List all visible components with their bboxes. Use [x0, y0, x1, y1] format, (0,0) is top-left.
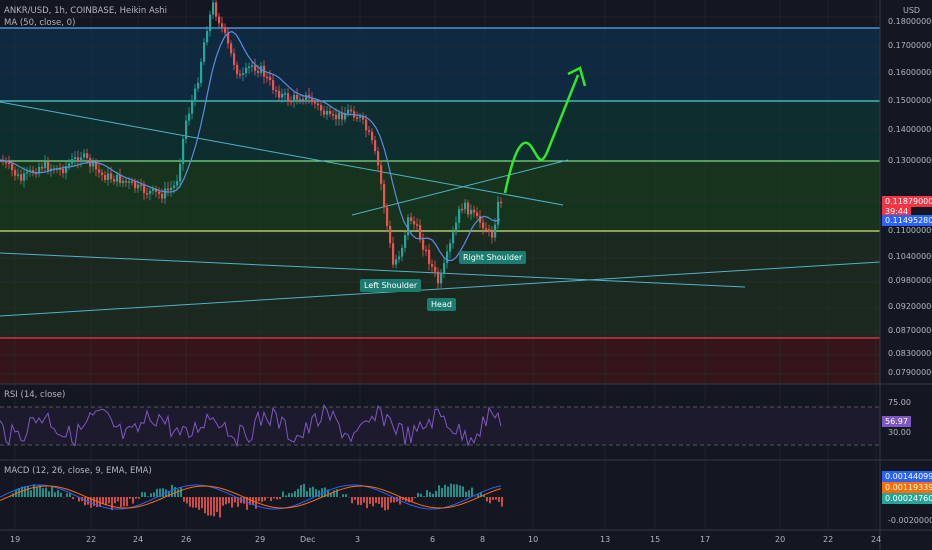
price-label: 0.15000000	[888, 96, 932, 105]
price-label: 0.09800000	[888, 276, 932, 285]
time-label: 15	[650, 535, 661, 544]
left-shoulder-label[interactable]: Left Shoulder	[360, 279, 422, 292]
candles	[2, 0, 503, 289]
price-label: 0.07900000	[888, 368, 932, 377]
price-label: 0.10400000	[888, 252, 932, 261]
rsi-value-tag: 56.97	[882, 416, 911, 427]
ma-line	[0, 30, 501, 261]
projection-arrow[interactable]	[503, 74, 580, 194]
time-label: 22	[86, 535, 97, 544]
zone-olive	[0, 232, 880, 338]
neckline[interactable]	[351, 159, 569, 216]
price-label: 0.09200000	[888, 302, 932, 311]
time-label: 24	[871, 535, 882, 544]
symbol-legend[interactable]: ANKR/USD, 1h, COINBASE, Heikin Ashi	[4, 6, 167, 16]
rsi-axis-upper: 75.00	[888, 398, 911, 407]
price-label: 0.17000000	[888, 41, 932, 50]
time-label: 24	[133, 535, 144, 544]
ma-value-tag: 0.11495280	[882, 215, 932, 226]
trendline-lower[interactable]	[0, 252, 746, 288]
time-label: 10	[528, 535, 539, 544]
time-label: 17	[700, 535, 711, 544]
time-label: 20	[775, 535, 786, 544]
trendline-descending[interactable]	[0, 101, 564, 206]
head-label[interactable]: Head	[427, 298, 456, 311]
price-label: 0.18000000	[888, 17, 932, 26]
price-label: 0.11000000	[888, 226, 932, 235]
currency-label: USD	[903, 6, 921, 15]
time-label: 13	[600, 535, 611, 544]
right-shoulder-label[interactable]: Right Shoulder	[459, 251, 527, 264]
time-label: 6	[430, 535, 436, 544]
macd-line	[0, 484, 502, 510]
trendline-rising[interactable]	[0, 261, 881, 317]
price-label: 0.08300000	[888, 349, 932, 358]
rsi-band	[0, 407, 880, 445]
time-label: 26	[181, 535, 192, 544]
time-label: 22	[823, 535, 834, 544]
time-label: 19	[10, 535, 21, 544]
price-label: 0.13000000	[888, 156, 932, 165]
zone-green	[0, 162, 880, 232]
zone-blue-top	[0, 28, 880, 102]
macd-value-tag: 0.00144099	[882, 471, 932, 482]
rsi-axis-lower: 30.00	[888, 428, 911, 437]
macd-hist-tag: 0.00024760	[882, 493, 932, 504]
rsi-line	[0, 403, 502, 448]
time-label: 8	[480, 535, 486, 544]
macd-signal-line	[0, 485, 502, 509]
macd-signal-tag: 0.00119339	[882, 482, 932, 493]
price-label: 0.14000000	[888, 125, 932, 134]
countdown-tag: 39:44	[882, 206, 912, 217]
rsi-legend[interactable]: RSI (14, close)	[4, 390, 66, 400]
price-label: 0.16000000	[888, 68, 932, 77]
macd-axis-label: -0.00200000	[888, 516, 932, 525]
time-label: 3	[355, 535, 361, 544]
price-label: 0.08700000	[888, 326, 932, 335]
macd-legend[interactable]: MACD (12, 26, close, 9, EMA, EMA)	[4, 466, 152, 476]
projection-arrow-head	[567, 66, 587, 87]
time-label: Dec	[300, 535, 316, 544]
zone-teal	[0, 102, 880, 162]
last-price-tag: 0.11879000	[882, 196, 932, 207]
macd-histogram	[0, 483, 503, 518]
time-label: 29	[255, 535, 266, 544]
ma-legend[interactable]: MA (50, close, 0)	[4, 18, 76, 28]
zone-red	[0, 338, 880, 384]
